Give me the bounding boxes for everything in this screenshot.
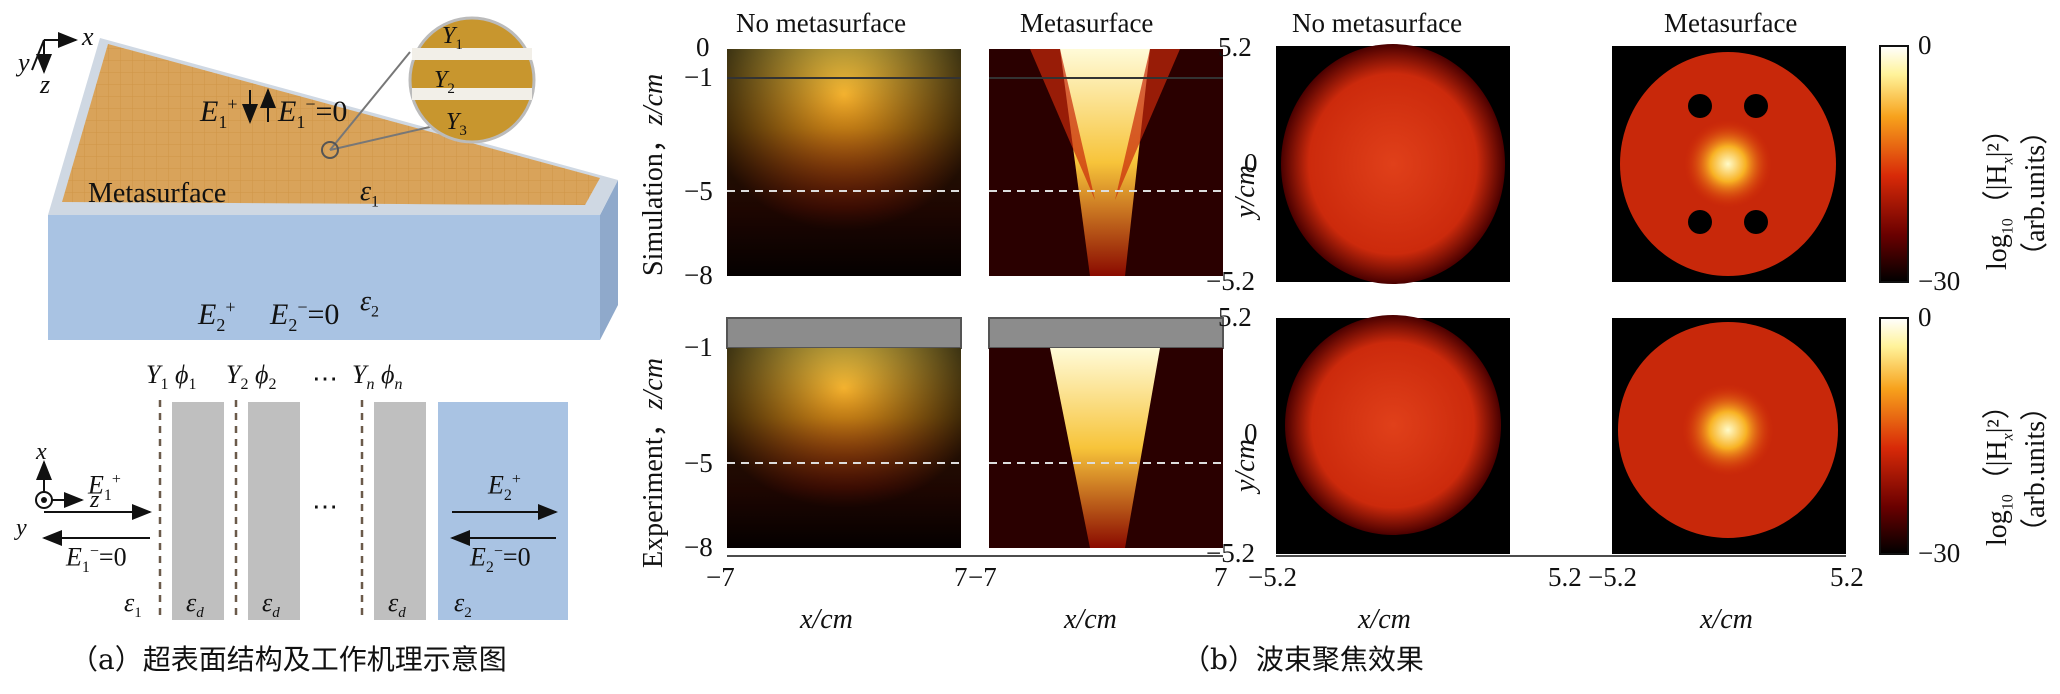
eps1-label: ε1 (360, 176, 380, 211)
interface-n-label: Yn ϕn (352, 360, 403, 394)
zoom-y2-label: Y2 (434, 67, 455, 97)
eps2-label: ε2 (360, 286, 380, 321)
x-tick: 7 (1214, 562, 1228, 592)
colorbar-tick: 0 (1918, 30, 1932, 60)
heatmap-xy-exp-meta (1612, 318, 1846, 554)
schematic-y-center (41, 497, 47, 503)
colorbar-bottom (1879, 317, 1909, 555)
panel-a-slab (31, 16, 618, 340)
colorbar-label-top: log10（|Hx|²） (1982, 115, 2017, 270)
x-tick: −7 (968, 562, 997, 592)
axis-y-label: y (18, 48, 30, 77)
y-tick: −5.2 (1206, 538, 1255, 568)
colorbar-tick: −30 (1918, 538, 1961, 568)
e2-back-label: E2−=0 (270, 297, 340, 335)
schematic-eps2: ε2 (454, 588, 472, 622)
z-tick: −1 (684, 332, 713, 362)
col-title-1: No metasurface (736, 8, 907, 38)
zoom-line (329, 51, 411, 151)
schematic-y-label: y (16, 515, 27, 541)
metasurface-pattern (62, 44, 600, 205)
row-label-experiment: Experiment，z/cm (638, 358, 669, 568)
heatmap-xy-sim-meta (1612, 46, 1846, 282)
axis-y-line (31, 39, 45, 71)
slab-2 (248, 402, 300, 620)
interface-2-label: Y2 ϕ2 (226, 360, 277, 394)
slab-1-epsd: εd (186, 588, 204, 622)
metasurface-label: Metasurface (88, 178, 227, 209)
x-tick: −5.2 (1588, 562, 1637, 592)
heatmap-sim-meta (989, 49, 1223, 276)
schematic-x-label: x (36, 439, 47, 465)
z-tick: −5 (684, 448, 713, 478)
y-tick: 5.2 (1218, 32, 1252, 62)
z-tick: −5 (684, 176, 713, 206)
zoom-stripe (412, 88, 532, 100)
y-tick: 0 (1244, 418, 1258, 448)
substrate-front (48, 215, 600, 340)
zoom-stripe (412, 48, 532, 60)
heatmap-exp-meta (988, 317, 1224, 548)
schematic-e1p-label: E1+ (88, 470, 121, 504)
x-tick: −7 (706, 562, 735, 592)
y-tick: 5.2 (1218, 302, 1252, 332)
e2-transmitted-label: E2+ (198, 297, 236, 335)
panel-a-schematic (35, 400, 568, 620)
z-tick: −8 (684, 532, 713, 562)
schematic-z-label: z (90, 487, 100, 513)
z-tick: 0 (696, 32, 710, 62)
colorbar-tick: 0 (1918, 302, 1932, 332)
x-tick: 5.2 (1548, 562, 1582, 592)
ellipsis-top: ⋯ (312, 364, 338, 393)
caption-a: （a）超表面结构及工作机理示意图 (70, 643, 507, 676)
axis-x-label: x (82, 22, 94, 51)
row-label-simulation: Simulation，z/cm (638, 73, 669, 276)
ellipsis-middle: ⋯ (312, 492, 338, 521)
zoom-source (321, 141, 339, 159)
zoom-y1-label: Y1 (442, 23, 463, 53)
x-tick: −5.2 (1248, 562, 1297, 592)
zoom-y3-label: Y3 (446, 109, 467, 139)
colorbar-units-top: （arb.units） (2020, 116, 2051, 270)
col-title-2: Metasurface (1020, 8, 1154, 38)
interface-1-label: Y1 ϕ1 (146, 360, 197, 394)
heatmap-xy-exp-nometa (1276, 315, 1510, 554)
heatmap-xy-sim-nometa (1276, 44, 1510, 284)
slab-2-epsd: εd (262, 588, 280, 622)
z-tick: −8 (684, 260, 713, 290)
colorbar-units-bottom: （arb.units） (2020, 392, 2051, 546)
z-tick: −1 (684, 62, 713, 92)
heatmap-sim-nometa (727, 49, 961, 276)
heatmap-exp-nometa (726, 317, 962, 548)
col-title-3: No metasurface (1292, 8, 1463, 38)
slab-1 (172, 402, 224, 620)
y-tick: −5.2 (1206, 266, 1255, 296)
caption-b: （b）波束聚焦效果 (1182, 643, 1424, 676)
schematic-e2m-label: E2−=0 (470, 542, 531, 576)
colorbar-label-bottom: log10（|Hx|²） (1982, 391, 2017, 546)
colorbar-tick: −30 (1918, 266, 1961, 296)
slab-n (374, 402, 426, 620)
schematic-e2p-label: E2+ (488, 470, 521, 504)
slab-n-epsd: εd (388, 588, 406, 622)
schematic-eps1: ε1 (124, 588, 142, 622)
x-label-3: x/cm (1358, 604, 1411, 635)
x-label-2: x/cm (1064, 604, 1117, 635)
colorbar-top (1879, 45, 1909, 283)
x-label-4: x/cm (1700, 604, 1753, 635)
x-tick: 7 (954, 562, 968, 592)
substrate-side (600, 180, 618, 340)
axis-z-label: z (40, 70, 51, 99)
col-title-4: Metasurface (1664, 8, 1798, 38)
e1-incident-label: E1+ (200, 94, 238, 132)
y-tick: 0 (1244, 148, 1258, 178)
e1-reflected-label: E1−=0 (278, 94, 348, 132)
schematic-e1m-label: E1−=0 (66, 542, 127, 576)
x-label-1: x/cm (800, 604, 853, 635)
zoom-circle (408, 16, 536, 144)
x-tick: 5.2 (1830, 562, 1864, 592)
